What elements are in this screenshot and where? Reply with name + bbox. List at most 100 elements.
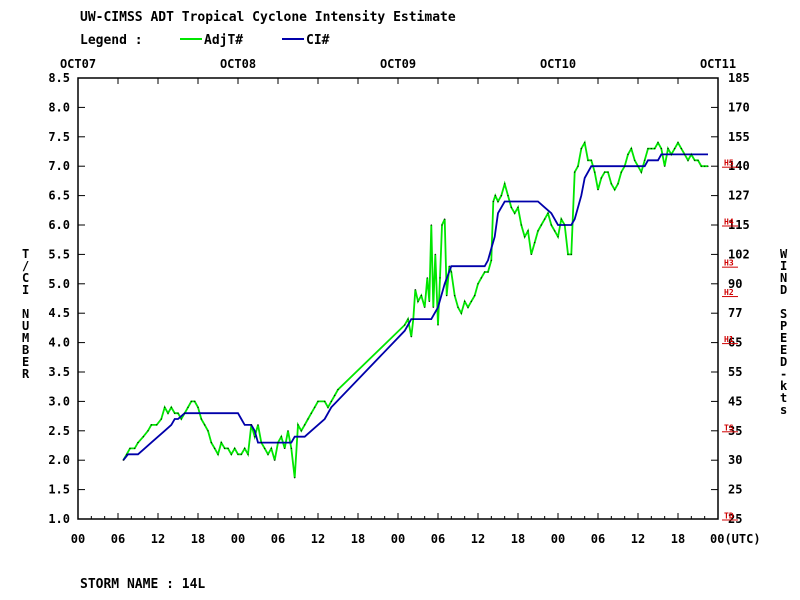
adjt-point bbox=[414, 289, 416, 291]
x-tick-label: 18 bbox=[351, 532, 365, 546]
adjt-point bbox=[220, 442, 222, 444]
adjt-point bbox=[217, 453, 219, 455]
adjt-point bbox=[657, 142, 659, 144]
right-label-char: - bbox=[780, 367, 787, 381]
category-marker-label: TD bbox=[724, 512, 734, 521]
plot-frame bbox=[77, 77, 719, 520]
adjt-point bbox=[142, 436, 144, 438]
adjt-point bbox=[590, 159, 592, 161]
x-tick-label: 00 bbox=[231, 532, 245, 546]
adjt-point bbox=[550, 224, 552, 226]
adjt-point bbox=[450, 271, 452, 273]
y-tick-label: 2.0 bbox=[48, 453, 70, 467]
category-marker-label: H3 bbox=[724, 259, 734, 268]
adjt-point bbox=[446, 295, 448, 297]
adjt-point bbox=[126, 453, 128, 455]
adjt-point bbox=[530, 253, 532, 255]
adjt-point bbox=[244, 447, 246, 449]
ylabel-char: N bbox=[22, 307, 29, 321]
adjt-point bbox=[607, 171, 609, 173]
adjt-point bbox=[617, 183, 619, 185]
adjt-point bbox=[647, 148, 649, 150]
adjt-point bbox=[240, 453, 242, 455]
right-label-char: D bbox=[780, 355, 787, 369]
adjt-point bbox=[167, 412, 169, 414]
adjt-point bbox=[464, 300, 466, 302]
y-tick-label: 8.5 bbox=[48, 71, 70, 85]
ylabel-char: E bbox=[22, 355, 29, 369]
adjt-point bbox=[432, 306, 434, 308]
category-marker-label: H2 bbox=[724, 288, 734, 297]
adjt-point bbox=[270, 447, 272, 449]
wind-tick-label: 155 bbox=[728, 130, 750, 144]
adjt-point bbox=[510, 206, 512, 208]
adjt-point bbox=[460, 312, 462, 314]
wind-tick-label: 35 bbox=[728, 424, 742, 438]
adjt-point bbox=[587, 159, 589, 161]
adjt-point bbox=[674, 148, 676, 150]
adjt-point bbox=[448, 265, 450, 267]
adjt-point bbox=[327, 406, 329, 408]
wind-tick-label: 25 bbox=[728, 483, 742, 497]
adjt-point bbox=[677, 142, 679, 144]
category-marker-label: H5 bbox=[724, 159, 734, 168]
adjt-point bbox=[494, 195, 496, 197]
x-tick-label: 06 bbox=[591, 532, 605, 546]
ylabel-char: B bbox=[22, 343, 29, 357]
wind-tick-label: 90 bbox=[728, 277, 742, 291]
adjt-point bbox=[310, 412, 312, 414]
adjt-point bbox=[554, 230, 556, 232]
wind-tick-label: 30 bbox=[728, 453, 742, 467]
adjt-point bbox=[410, 336, 412, 338]
adjt-point bbox=[544, 218, 546, 220]
adjt-point bbox=[426, 277, 428, 279]
wind-tick-label: 45 bbox=[728, 394, 742, 408]
x-tick-label: 18 bbox=[511, 532, 525, 546]
adjt-point bbox=[540, 224, 542, 226]
adjt-point bbox=[687, 159, 689, 161]
wind-tick-label: 140 bbox=[728, 159, 750, 173]
wind-tick-label: 170 bbox=[728, 100, 750, 114]
adjt-point bbox=[297, 424, 299, 426]
wind-tick-label: 25 bbox=[728, 512, 742, 526]
y-tick-label: 4.5 bbox=[48, 306, 70, 320]
x-tick-label: 12 bbox=[471, 532, 485, 546]
adjt-point bbox=[524, 236, 526, 238]
right-label-char: E bbox=[780, 343, 787, 357]
adjt-point bbox=[600, 177, 602, 179]
adjt-point bbox=[207, 430, 209, 432]
adjt-point bbox=[257, 424, 259, 426]
adjt-point bbox=[697, 159, 699, 161]
adjt-point bbox=[694, 159, 696, 161]
adjt-point bbox=[294, 477, 296, 479]
x-tick-label: 18 bbox=[191, 532, 205, 546]
adjt-point bbox=[630, 148, 632, 150]
adjt-point bbox=[670, 153, 672, 155]
adjt-point bbox=[277, 442, 279, 444]
adjt-point bbox=[507, 195, 509, 197]
adjt-point bbox=[454, 295, 456, 297]
adjt-point bbox=[170, 406, 172, 408]
series-ci-line bbox=[122, 153, 708, 461]
x-tick-label: 00 bbox=[71, 532, 85, 546]
adjt-point bbox=[684, 153, 686, 155]
y-tick-label: 8.0 bbox=[48, 100, 70, 114]
x-tick-label: 00 bbox=[391, 532, 405, 546]
adjt-point bbox=[514, 212, 516, 214]
x-tick-label: 06 bbox=[271, 532, 285, 546]
adjt-point bbox=[624, 165, 626, 167]
adjt-point bbox=[490, 259, 492, 261]
adjt-point bbox=[214, 447, 216, 449]
right-label-char: t bbox=[780, 391, 787, 405]
adjt-point bbox=[307, 418, 309, 420]
y-tick-label: 7.5 bbox=[48, 130, 70, 144]
adjt-point bbox=[474, 295, 476, 297]
y-tick-label: 7.0 bbox=[48, 159, 70, 173]
adjt-point bbox=[287, 430, 289, 432]
adjt-point bbox=[627, 153, 629, 155]
y-tick-label: 3.0 bbox=[48, 394, 70, 408]
adjt-point bbox=[640, 171, 642, 173]
adjt-point bbox=[330, 400, 332, 402]
y-tick-label: 4.0 bbox=[48, 336, 70, 350]
adjt-point bbox=[644, 159, 646, 161]
